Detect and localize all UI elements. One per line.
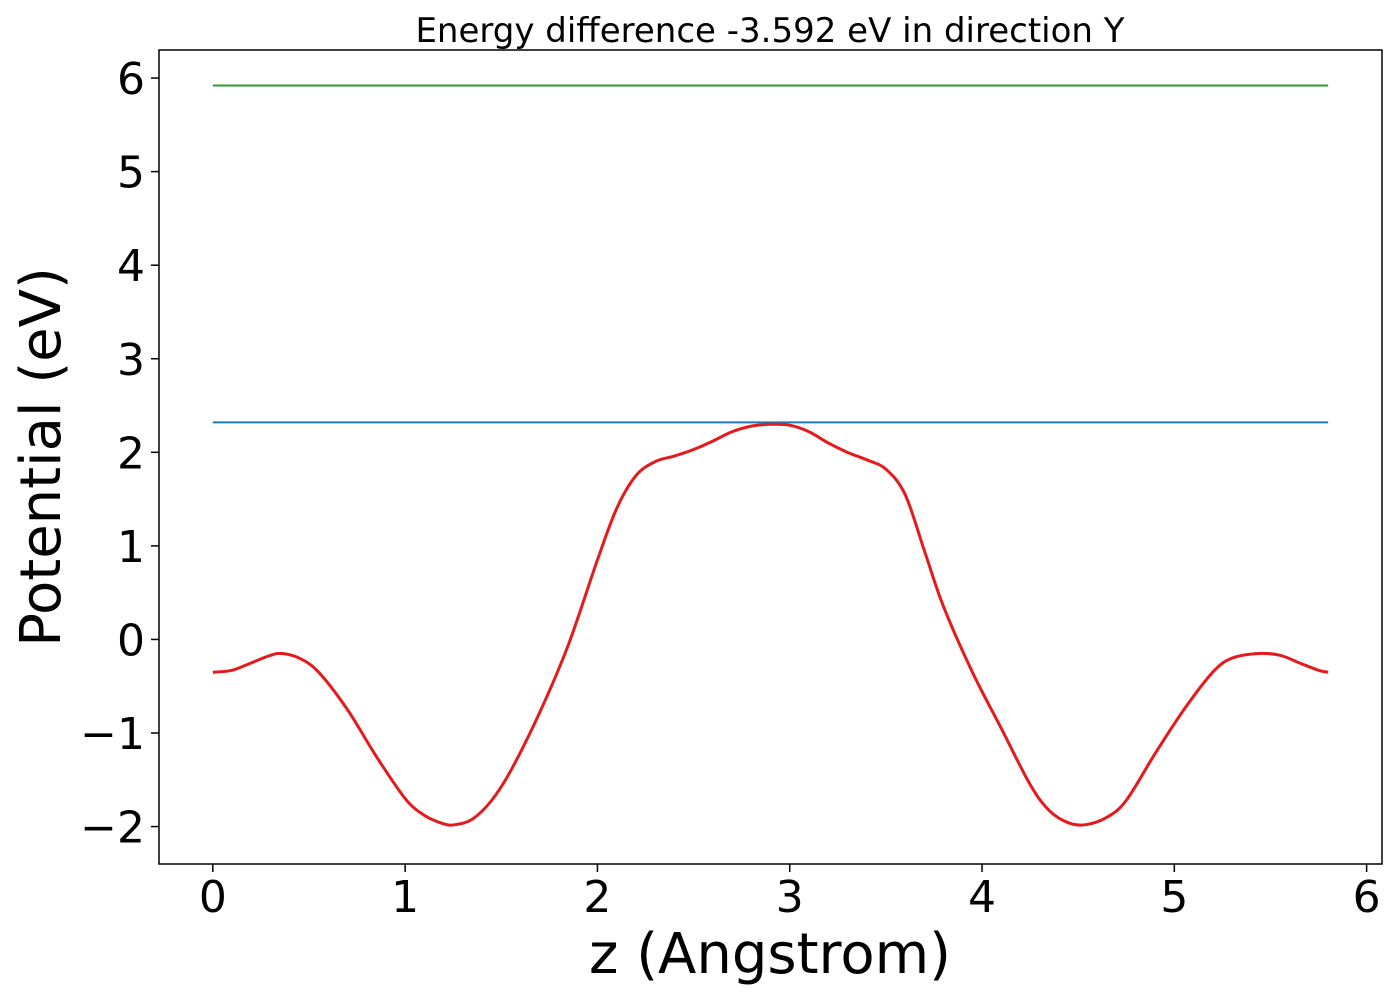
y-axis: −2 −1 0 1 2 3 4 5 6 (80, 54, 159, 854)
series-layer (212, 84, 1329, 827)
x-tick-label: 6 (1353, 872, 1381, 923)
y-tick-label: 2 (117, 428, 145, 479)
y-tick-label: 3 (117, 335, 145, 386)
y-tick-label: 1 (117, 522, 145, 573)
x-tick-label: 4 (968, 872, 996, 923)
y-tick-label: 4 (117, 241, 145, 292)
plot-frame (158, 49, 1383, 865)
x-tick-label: 1 (391, 872, 419, 923)
y-tick-label: 0 (117, 615, 145, 666)
x-tick-label: 3 (776, 872, 804, 923)
y-tick-label: −1 (80, 709, 145, 760)
y-axis-title: Potential (eV) (9, 267, 74, 647)
x-tick-label: 2 (583, 872, 611, 923)
x-axis-title: z (Angstrom) (589, 922, 951, 987)
y-tick-label: −2 (80, 803, 145, 854)
y-tick-label: 5 (117, 148, 145, 199)
chart-title: Energy difference -3.592 eV in direction… (415, 11, 1124, 51)
x-tick-label: 0 (199, 872, 227, 923)
y-tick-label: 6 (117, 54, 145, 105)
series-line-3 (212, 422, 1329, 827)
x-tick-label: 5 (1160, 872, 1188, 923)
x-axis: 0 1 2 3 4 5 6 (199, 864, 1381, 923)
